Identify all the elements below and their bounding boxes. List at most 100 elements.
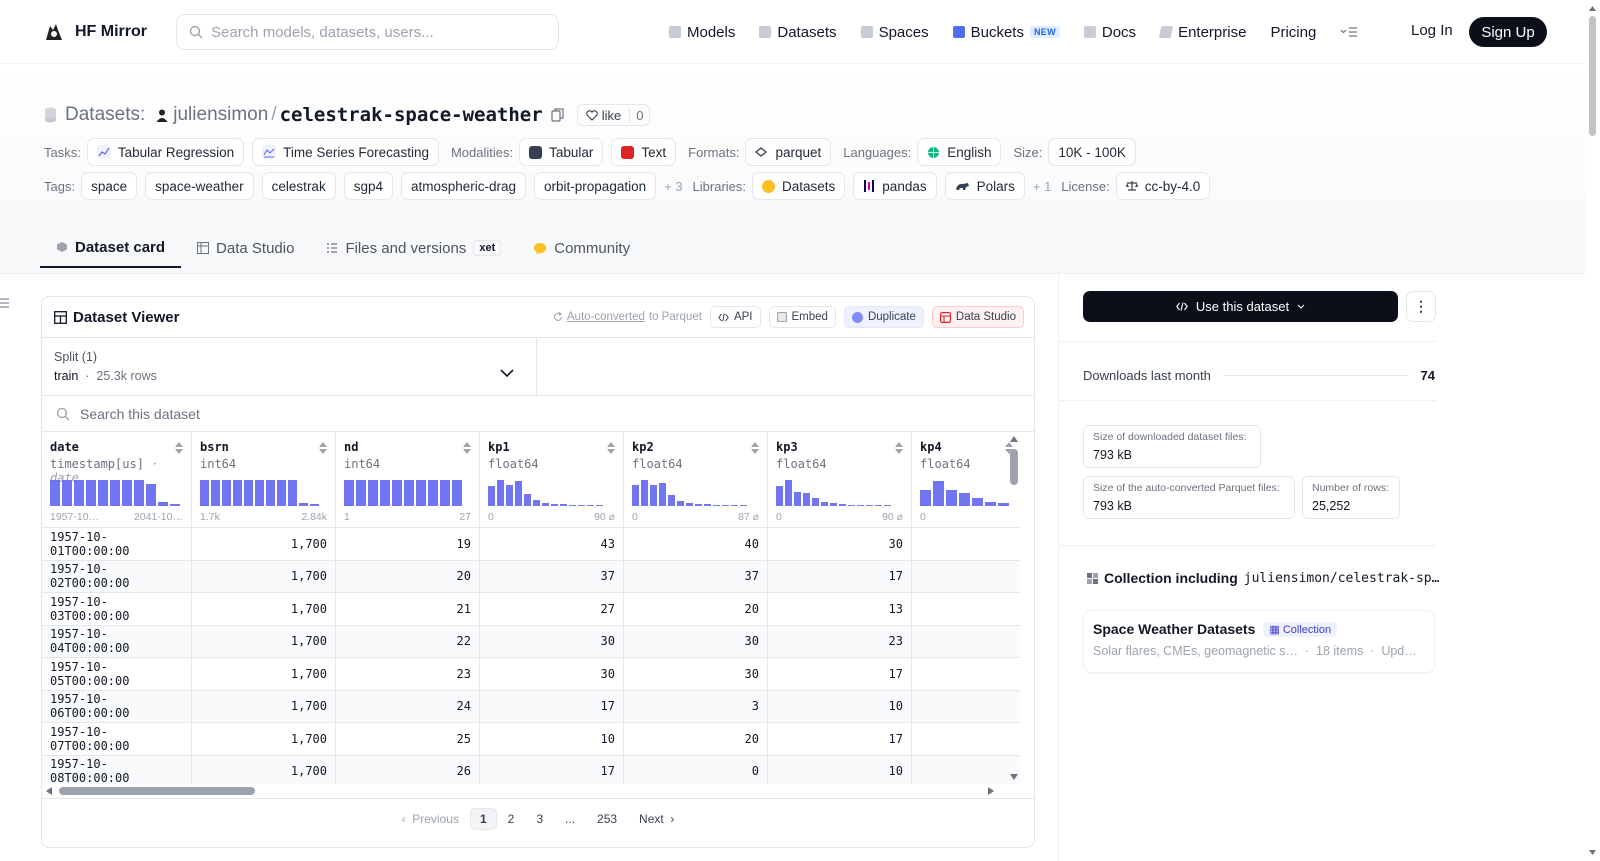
sort-icon[interactable]: [319, 442, 327, 454]
tag-chip[interactable]: atmospheric-drag: [400, 172, 527, 200]
table-cell[interactable]: 24: [336, 690, 479, 723]
histogram-bar[interactable]: [848, 505, 855, 506]
table-cell[interactable]: [912, 755, 1020, 784]
histogram-bar[interactable]: [392, 480, 402, 506]
histogram-bar[interactable]: [524, 494, 531, 506]
table-cell[interactable]: 1,700: [192, 723, 335, 756]
page-button[interactable]: 253: [597, 811, 618, 826]
histogram-bar[interactable]: [428, 480, 438, 506]
histogram-bar[interactable]: [62, 480, 72, 506]
table-cell[interactable]: 17: [768, 560, 911, 593]
histogram-bar[interactable]: [677, 501, 684, 506]
split-selector[interactable]: Split (1) train · 25.3k rows: [42, 338, 537, 396]
toc-toggle-icon[interactable]: [0, 298, 9, 308]
histogram-bar[interactable]: [740, 505, 747, 506]
table-vertical-scrollbar[interactable]: [1008, 432, 1020, 784]
table-cell[interactable]: 23: [768, 625, 911, 658]
tags-more-link[interactable]: + 3: [664, 178, 683, 194]
table-cell[interactable]: 10: [768, 690, 911, 723]
table-cell[interactable]: 1957-10-03T00:00:00: [42, 593, 191, 626]
sort-icon[interactable]: [607, 442, 615, 454]
histogram-bar[interactable]: [884, 505, 891, 506]
table-cell[interactable]: 1,700: [192, 658, 335, 691]
histogram-bar[interactable]: [233, 480, 242, 506]
histogram-bar[interactable]: [110, 480, 120, 506]
histogram-bar[interactable]: [686, 503, 693, 506]
histogram-bar[interactable]: [74, 480, 84, 506]
table-cell[interactable]: [912, 723, 1020, 756]
nav-more-menu[interactable]: [1340, 26, 1358, 38]
copy-icon[interactable]: [551, 108, 565, 122]
table-cell[interactable]: [912, 625, 1020, 658]
table-cell[interactable]: 23: [336, 658, 479, 691]
histogram-bar[interactable]: [506, 485, 513, 506]
histogram-bar[interactable]: [380, 480, 390, 506]
table-cell[interactable]: [912, 690, 1020, 723]
column-header[interactable]: bsrn int64 1.7k 2.84k: [192, 432, 335, 528]
histogram-bar[interactable]: [857, 505, 864, 506]
nav-buckets[interactable]: Buckets NEW: [952, 24, 1060, 41]
histogram-bar[interactable]: [277, 480, 286, 506]
histogram-bar[interactable]: [488, 486, 495, 506]
column-histogram[interactable]: [920, 480, 1009, 506]
histogram-bar[interactable]: [785, 480, 792, 506]
histogram-bar[interactable]: [998, 503, 1009, 506]
scroll-thumb[interactable]: [59, 787, 255, 795]
histogram-bar[interactable]: [632, 485, 639, 506]
histogram-bar[interactable]: [587, 505, 594, 506]
nav-enterprise[interactable]: Enterprise: [1158, 24, 1246, 41]
table-cell[interactable]: 1,700: [192, 755, 335, 784]
column-histogram[interactable]: [632, 480, 747, 506]
nav-datasets[interactable]: Datasets: [759, 24, 837, 41]
login-link[interactable]: Log In: [1411, 22, 1453, 39]
histogram-bar[interactable]: [668, 495, 675, 506]
table-cell[interactable]: 10: [480, 723, 623, 756]
histogram-bar[interactable]: [497, 480, 504, 506]
column-header[interactable]: kp4 float64 0: [912, 432, 1020, 528]
histogram-bar[interactable]: [266, 480, 275, 506]
histogram-bar[interactable]: [452, 480, 462, 506]
global-search-input[interactable]: Search models, datasets, users...: [176, 14, 559, 50]
table-cell[interactable]: 37: [624, 560, 767, 593]
histogram-bar[interactable]: [875, 505, 882, 506]
tag-chip[interactable]: orbit-propagation: [534, 172, 657, 200]
histogram-bar[interactable]: [933, 481, 944, 506]
table-cell[interactable]: [912, 560, 1020, 593]
table-cell[interactable]: 20: [624, 723, 767, 756]
histogram-bar[interactable]: [310, 504, 319, 506]
table-cell[interactable]: [912, 593, 1020, 626]
sort-icon[interactable]: [463, 442, 471, 454]
size-chip[interactable]: 10K - 100K: [1048, 138, 1136, 166]
format-chip-parquet[interactable]: parquet: [745, 138, 832, 166]
histogram-bar[interactable]: [134, 480, 144, 506]
histogram-bar[interactable]: [776, 486, 783, 506]
histogram-bar[interactable]: [641, 480, 648, 506]
column-header[interactable]: nd int64 1 27: [336, 432, 479, 528]
table-cell[interactable]: 1,700: [192, 528, 335, 561]
page-button[interactable]: 2: [507, 811, 515, 826]
more-options-button[interactable]: ⋮: [1406, 291, 1436, 322]
table-cell[interactable]: 40: [624, 528, 767, 561]
task-chip-tabular-regression[interactable]: Tabular Regression: [86, 138, 245, 166]
table-cell[interactable]: 1957-10-05T00:00:00: [42, 658, 191, 691]
column-header[interactable]: kp2 float64 0 87 ⌀: [624, 432, 767, 528]
modality-chip-text[interactable]: Text: [611, 138, 677, 166]
table-cell[interactable]: 1957-10-06T00:00:00: [42, 690, 191, 723]
histogram-bar[interactable]: [830, 503, 837, 506]
histogram-bar[interactable]: [440, 480, 450, 506]
collection-card[interactable]: Space Weather Datasets ▦ Collection Solar…: [1083, 610, 1435, 673]
table-cell[interactable]: 1,700: [192, 625, 335, 658]
histogram-bar[interactable]: [515, 481, 522, 506]
histogram-bar[interactable]: [158, 502, 168, 506]
histogram-bar[interactable]: [722, 505, 729, 506]
histogram-bar[interactable]: [866, 505, 873, 506]
license-chip[interactable]: cc-by-4.0: [1115, 172, 1211, 200]
histogram-bar[interactable]: [170, 504, 180, 506]
histogram-bar[interactable]: [344, 480, 354, 506]
nav-models[interactable]: Models: [669, 24, 735, 41]
tag-chip[interactable]: sgp4: [343, 172, 393, 200]
table-cell[interactable]: 17: [768, 658, 911, 691]
table-cell[interactable]: 20: [336, 560, 479, 593]
tab-files-and-versions[interactable]: Files and versions xet: [310, 228, 517, 268]
like-button[interactable]: like 0: [576, 104, 651, 126]
